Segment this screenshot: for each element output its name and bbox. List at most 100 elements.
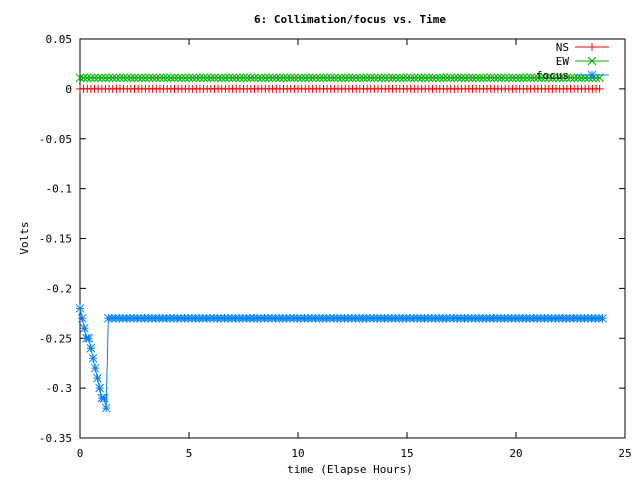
data-point-ew	[322, 73, 332, 83]
legend-marker-focus	[587, 70, 597, 80]
data-point-ew	[442, 73, 452, 83]
data-point-ns	[595, 84, 604, 93]
data-point-ew	[522, 73, 532, 83]
series-focus	[75, 303, 607, 413]
data-point-ew	[537, 73, 546, 83]
data-point-ew	[260, 73, 270, 83]
data-point-focus	[101, 403, 111, 413]
data-point-ew	[297, 73, 307, 83]
y-tick-label: -0.1	[46, 183, 73, 196]
data-point-ew	[231, 73, 241, 83]
data-point-ew	[355, 73, 365, 83]
data-point-ew	[82, 73, 92, 83]
x-tick-label: 20	[509, 447, 522, 460]
data-point-ew	[264, 73, 274, 83]
data-point-ew	[446, 73, 456, 83]
data-point-ew	[235, 73, 245, 83]
data-point-focus	[90, 363, 100, 373]
data-point-ew	[562, 73, 572, 83]
data-point-ew	[224, 73, 234, 83]
data-point-ew	[130, 73, 139, 83]
data-point-ew	[319, 73, 328, 83]
data-point-focus	[95, 383, 104, 393]
data-point-ew	[144, 73, 154, 83]
data-point-ew	[497, 73, 506, 83]
x-tick-label: 10	[291, 447, 304, 460]
data-point-ew	[253, 73, 263, 83]
data-point-ew	[424, 73, 434, 83]
data-point-ew	[282, 73, 292, 83]
data-point-ew	[311, 73, 321, 83]
data-point-ew	[315, 73, 325, 83]
data-point-ew	[544, 73, 554, 83]
y-tick-label: -0.35	[39, 432, 72, 445]
data-point-ew	[268, 73, 277, 83]
data-point-ew	[166, 73, 176, 83]
data-point-ew	[566, 73, 575, 83]
data-point-ew	[413, 73, 423, 83]
data-point-ew	[511, 73, 521, 83]
y-tick-label: -0.2	[46, 282, 73, 295]
data-point-ew	[471, 73, 481, 83]
data-point-ew	[340, 73, 350, 83]
data-point-focus	[93, 373, 102, 383]
data-point-focus	[84, 333, 94, 343]
data-point-ew	[275, 73, 285, 83]
x-tick-label: 5	[186, 447, 193, 460]
x-axis-label: time (Elapse Hours)	[287, 463, 413, 476]
legend-marker-ns	[588, 43, 596, 51]
data-point-ew	[460, 73, 470, 83]
data-point-ew	[377, 73, 386, 83]
axis-ticks: 0 5 10 15 20 25 0.05 0 -0.05 -0.1 -0.15 -0.2 -0.25 -0…	[39, 33, 632, 460]
data-point-ew	[93, 73, 103, 83]
y-tick-label: -0.3	[46, 382, 73, 395]
y-tick-label: -0.05	[39, 133, 72, 146]
data-point-ew	[431, 73, 441, 83]
data-point-ew	[210, 73, 219, 83]
data-point-ew	[202, 73, 212, 83]
data-point-ew	[366, 73, 376, 83]
data-point-ew	[551, 73, 561, 83]
data-point-ew	[126, 73, 136, 83]
data-point-ew	[286, 73, 296, 83]
data-point-ew	[188, 73, 198, 83]
data-point-ew	[217, 73, 227, 83]
data-point-ew	[362, 73, 372, 83]
data-point-ew	[173, 73, 183, 83]
data-point-ew	[181, 73, 190, 83]
data-point-ew	[300, 73, 310, 83]
data-point-ew	[548, 73, 557, 83]
data-point-ew	[457, 73, 466, 83]
data-point-ew	[529, 73, 539, 83]
data-point-ew	[293, 73, 303, 83]
data-point-ew	[250, 73, 259, 83]
chart-title: 6: Collimation/focus vs. Time	[254, 13, 446, 26]
data-point-ew	[395, 73, 405, 83]
data-point-ew	[239, 73, 248, 83]
legend-label-focus: focus	[536, 69, 569, 82]
data-point-ew	[111, 73, 121, 83]
legend-label-ns: NS	[556, 41, 569, 54]
y-tick-label: 0	[65, 83, 72, 96]
data-point-ew	[141, 73, 150, 83]
y-tick-label: 0.05	[46, 33, 73, 46]
data-point-ew	[558, 73, 568, 83]
series-layer	[75, 73, 607, 413]
data-point-focus	[75, 303, 85, 313]
data-point-ew	[515, 73, 525, 83]
data-point-ew	[420, 73, 430, 83]
y-tick-label: -0.15	[39, 233, 72, 246]
data-point-ew	[504, 73, 514, 83]
data-point-ew	[333, 73, 343, 83]
data-point-ew	[409, 73, 419, 83]
data-point-ew	[373, 73, 383, 83]
data-point-ew	[155, 73, 165, 83]
data-point-ew	[348, 73, 357, 83]
data-point-ew	[435, 73, 445, 83]
data-point-ew	[489, 73, 499, 83]
data-point-ew	[162, 73, 172, 83]
data-point-ew	[246, 73, 256, 83]
data-point-ew	[119, 73, 128, 83]
